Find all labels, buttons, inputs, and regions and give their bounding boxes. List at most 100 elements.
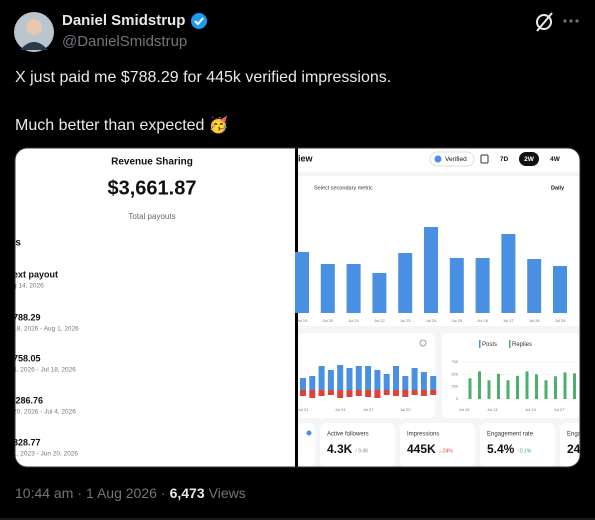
range-button[interactable]: 2W (524, 156, 535, 163)
range-button[interactable]: 4W (550, 156, 561, 163)
bar-segment (430, 390, 437, 395)
verified-badge (191, 13, 207, 29)
legend-label[interactable]: Replies (512, 342, 532, 348)
bar (449, 258, 464, 313)
x-tick-label: Jul 21 (348, 318, 359, 323)
x-tick-label: Jul 24 (525, 407, 536, 412)
tweet-text: X just paid me $788.29 for 445k verified… (15, 69, 391, 86)
metric-dot (306, 430, 312, 436)
author-handle[interactable]: @DanielSmidstrup (62, 33, 187, 50)
bar (424, 227, 438, 313)
bar-segment (420, 372, 427, 390)
info-icon (419, 339, 427, 347)
bar-segment (327, 390, 334, 395)
metric-dropdown[interactable]: Select secondary metric (314, 185, 373, 191)
x-tick-label: Jul 24 (426, 318, 437, 323)
x-tick-label: Jul 25 (451, 318, 462, 323)
metric-label: Enga (567, 432, 582, 438)
grok-icon[interactable] (536, 14, 552, 30)
metric-value: 24 (567, 442, 581, 456)
metric-card (320, 423, 395, 467)
left-panel (15, 148, 295, 467)
bar-segment (430, 376, 437, 390)
bar (478, 371, 481, 399)
attached-image[interactable]: Revenue Sharing $3,661.87 Total payouts ts e… (12, 148, 595, 467)
bar-segment (383, 374, 390, 390)
bar-segment (300, 378, 306, 390)
bar (497, 373, 500, 399)
payout-amount: 328.77 (13, 437, 41, 447)
range-button[interactable]: 7D (500, 156, 509, 163)
bar-segment (383, 390, 390, 395)
metric-card (400, 423, 475, 467)
period-select[interactable]: Daily (551, 185, 565, 191)
payout-amount: ,286.76 (13, 395, 43, 405)
x-tick-label: Jul 27 (363, 407, 374, 412)
range-selected (519, 152, 539, 166)
bar-segment (365, 366, 372, 390)
metric-value: 4.3K (327, 442, 353, 456)
filter-icon (434, 155, 442, 163)
bar (527, 259, 542, 313)
bar (475, 258, 490, 313)
bar-segment (337, 390, 344, 398)
x-tick-label: Jul 26 (477, 318, 488, 323)
metric-label: Engagement rate (487, 432, 534, 438)
bar-segment (374, 370, 381, 390)
metric-change: / 9.4K (355, 448, 369, 454)
metric-change: ↑0.1% (517, 448, 531, 454)
more-button[interactable] (563, 19, 579, 23)
grok-slash (536, 12, 553, 32)
payout-amount: 788.29 (13, 312, 41, 322)
x-tick-label: Jul 24 (335, 407, 346, 412)
bar (535, 374, 538, 399)
x-tick-label: Jul 19 (297, 318, 308, 323)
payout-dates: 20, 2026 - Jul 4, 2026 (13, 409, 76, 416)
author-name[interactable]: Daniel Smidstrup (62, 12, 185, 29)
metric-value: 445K (407, 442, 436, 456)
y-tick-label: 0 (456, 396, 459, 401)
bar-segment (337, 365, 344, 390)
payout-dates: 18, 2026 - Aug 1, 2026 (13, 326, 79, 333)
x-tick-label: Jul 20 (400, 407, 411, 412)
metric-value: 5.4% (487, 442, 515, 456)
bar-segment (402, 376, 409, 390)
bar (506, 380, 510, 399)
x-tick-label: Jul 21 (298, 407, 309, 412)
filter-pill[interactable] (429, 151, 475, 167)
avatar-face (26, 19, 42, 35)
payout-dates: g 14, 2026 (13, 283, 44, 290)
bar (563, 372, 567, 399)
total-payout: $3,661.87 (108, 177, 197, 199)
bar (516, 375, 519, 399)
legend-label[interactable]: Posts (482, 342, 497, 348)
filter-label[interactable]: Verified (445, 156, 467, 163)
x-tick-label: Jul 27 (554, 407, 565, 412)
bar-segment (411, 368, 418, 390)
bar (468, 378, 472, 399)
time: 10:44 am (15, 485, 73, 501)
bar (320, 264, 335, 313)
chart-card (442, 333, 580, 418)
x-tick-label: Jul 29 (555, 318, 566, 323)
calendar-icon[interactable] (480, 154, 489, 164)
total-label: Total payouts (128, 212, 175, 221)
metric-change: ↓-24% (439, 448, 454, 454)
metric-label: Active followers (327, 432, 369, 438)
x-tick-label: Jul 27 (503, 318, 514, 323)
bar (398, 253, 413, 313)
separator: · (77, 485, 82, 501)
bar-segment (327, 370, 334, 390)
bar-segment (309, 390, 316, 398)
metric-card (480, 423, 555, 467)
bar-segment (374, 390, 381, 398)
bar (295, 252, 309, 313)
bar-segment (318, 390, 325, 396)
bar-segment (346, 390, 353, 397)
bar-segment (300, 390, 306, 396)
bar-segment (393, 366, 399, 390)
x-tick-label: Jul 21 (487, 407, 498, 412)
timestamp[interactable]: 10:44 am · 1 Aug 2026 · 6,473 Views (15, 485, 246, 501)
x-tick-label: Jul 15 (459, 407, 470, 412)
